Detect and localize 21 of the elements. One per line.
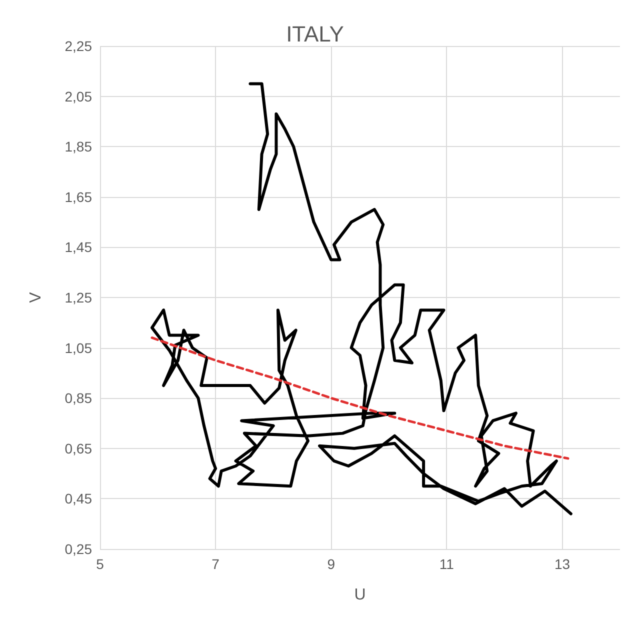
x-tick-label: 13 <box>554 556 570 572</box>
y-tick-label: 0,85 <box>64 390 92 406</box>
y-tick-label: 1,65 <box>64 188 92 205</box>
chart-title: ITALY <box>286 22 344 46</box>
x-axis-title: U <box>354 586 366 604</box>
y-axis-title: V <box>28 292 44 303</box>
line-series <box>150 336 570 460</box>
y-tick-label: 1,45 <box>64 239 92 256</box>
y-tick-label: 2,05 <box>64 88 92 104</box>
y-tick-label: 0,45 <box>64 490 92 507</box>
y-tick-label: 1,05 <box>64 340 92 356</box>
y-tick-label: 2,25 <box>64 38 92 54</box>
x-tick-label: 5 <box>96 556 104 572</box>
y-tick-label: 0,65 <box>64 440 92 456</box>
line-series <box>150 82 572 516</box>
y-tick-label: 1,85 <box>64 138 92 155</box>
y-tick-label: 1,25 <box>64 290 92 306</box>
x-tick-label: 11 <box>439 556 454 572</box>
x-tick-label: 9 <box>327 556 336 572</box>
x-tick-label: 7 <box>212 556 220 572</box>
y-tick-label: 0,25 <box>64 541 92 557</box>
